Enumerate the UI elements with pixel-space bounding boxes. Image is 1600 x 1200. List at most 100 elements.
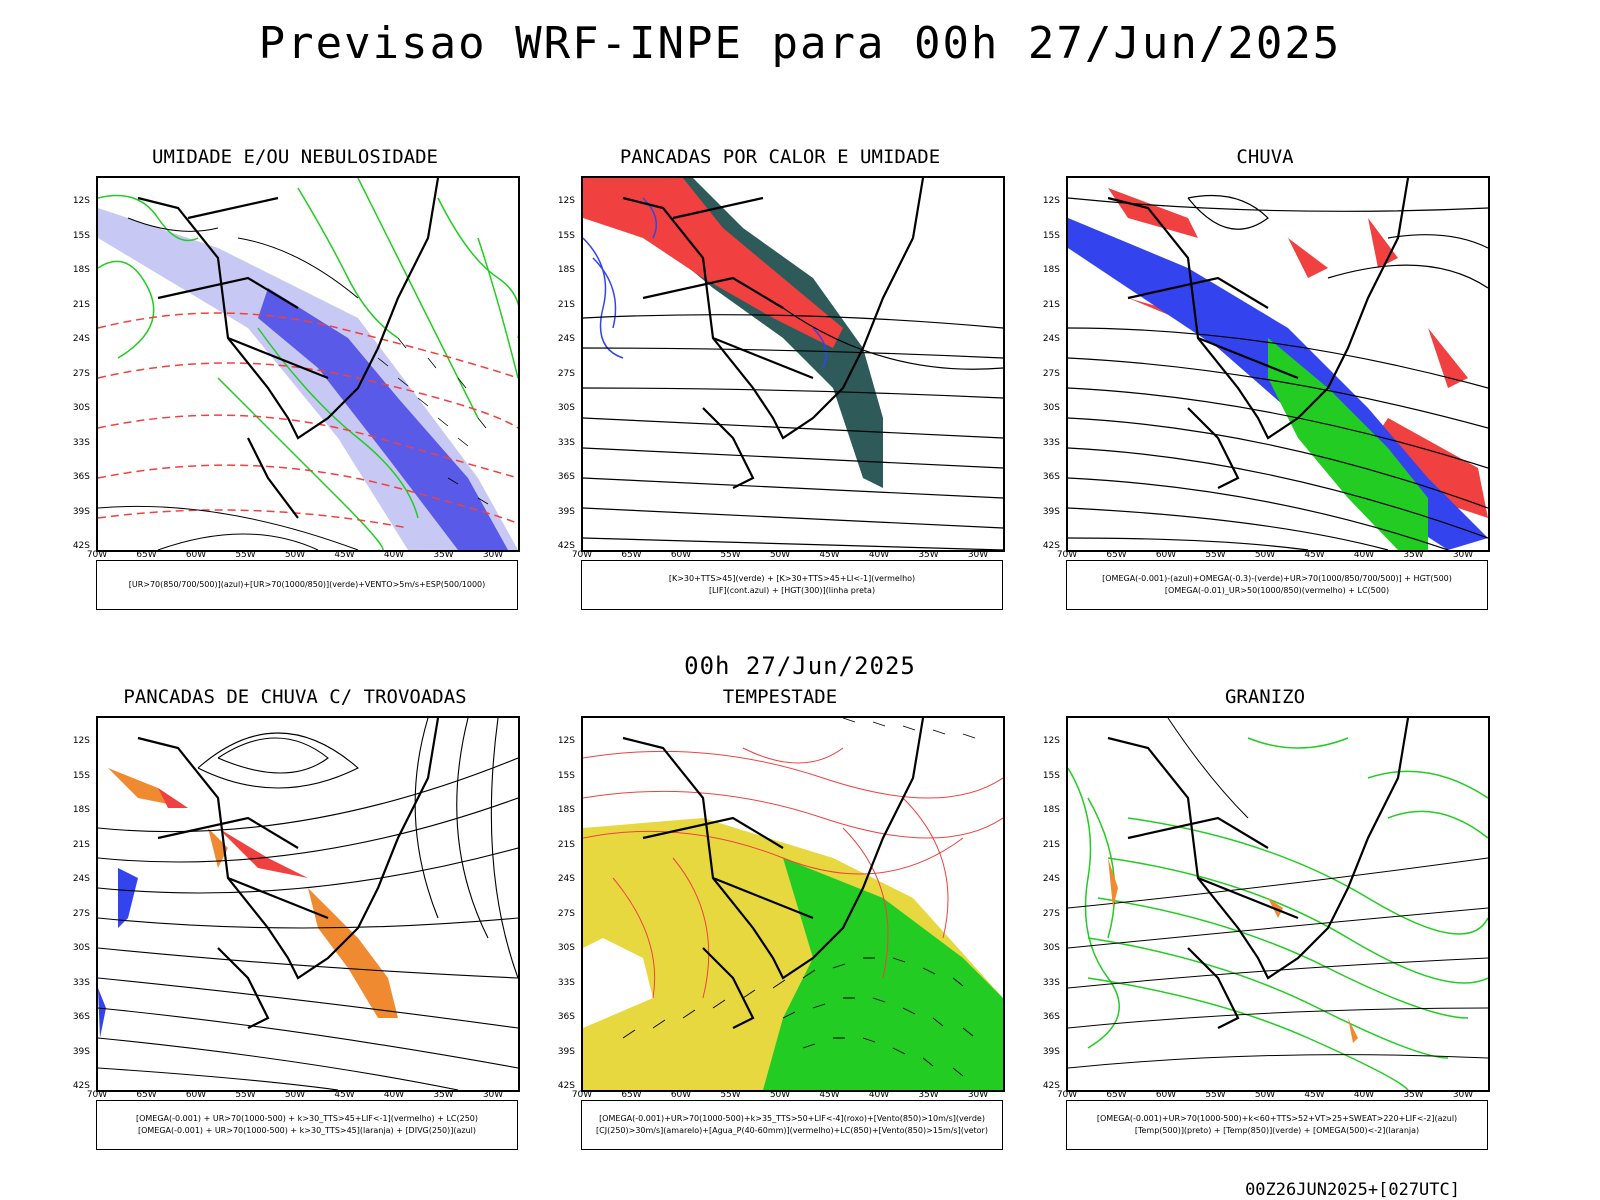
lat-tick-label: 15S xyxy=(72,230,90,241)
panel-legend: [OMEGA(-0.001)+UR>70(1000-500)+k>35_TTS>… xyxy=(581,1100,1003,1150)
lon-tick-label: 35W xyxy=(1403,550,1424,560)
lat-tick-label: 24S xyxy=(1042,334,1060,344)
lat-tick-label: 21S xyxy=(1042,299,1060,310)
map-plot xyxy=(1066,176,1490,552)
lon-tick-label: 70W xyxy=(86,1090,108,1100)
panel-legend: [K>30+TTS>45](verde) + [K>30+TTS>45+LI<-… xyxy=(581,560,1003,610)
lat-tick-label: 36S xyxy=(557,472,575,482)
lat-tick-label: 15S xyxy=(557,770,575,781)
lat-tick-label: 33S xyxy=(1042,977,1060,988)
main-title: Previsao WRF-INPE para 00h 27/Jun/2025 xyxy=(258,18,1342,69)
lon-tick-label: 35W xyxy=(918,1090,939,1100)
lat-tick-label: 33S xyxy=(557,437,575,448)
map-plot xyxy=(96,716,520,1092)
lat-tick-label: 12S xyxy=(1042,196,1060,206)
lon-tick-label: 60W xyxy=(185,1090,207,1100)
lat-tick-label: 24S xyxy=(72,334,90,344)
map-plot xyxy=(1066,716,1490,1092)
lat-tick-label: 27S xyxy=(557,368,575,379)
lon-tick-label: 45W xyxy=(334,550,355,560)
legend-line: [OMEGA(-0.001)-(azul)+OMEGA(-0.3)-(verde… xyxy=(1102,574,1452,583)
lat-tick-label: 27S xyxy=(1042,368,1060,379)
lat-tick-label: 39S xyxy=(557,1046,575,1057)
lat-tick-label: 15S xyxy=(1042,770,1060,781)
legend-line: [OMEGA(-0.01)_UR>50(1000/850)(vermelho) … xyxy=(1164,586,1390,595)
lat-tick-label: 30S xyxy=(72,943,90,953)
lat-tick-label: 42S xyxy=(72,541,90,551)
legend-line: [Temp(500)](preto) + [Temp(850)](verde) … xyxy=(1134,1126,1420,1135)
lat-tick-label: 42S xyxy=(557,541,575,551)
panel-legend: [UR>70(850/700/500)](azul)+[UR>70(1000/8… xyxy=(96,560,518,610)
lon-tick-label: 45W xyxy=(1304,550,1325,560)
lat-tick-label: 24S xyxy=(72,874,90,884)
lon-tick-label: 45W xyxy=(819,550,840,560)
lon-tick-label: 40W xyxy=(383,1090,405,1100)
legend-line: [UR>70(850/700/500)](azul)+[UR>70(1000/8… xyxy=(128,580,486,589)
panel-title: PANCADAS POR CALOR E UMIDADE xyxy=(619,146,941,168)
lat-tick-label: 12S xyxy=(557,196,575,206)
lon-tick-label: 45W xyxy=(334,1090,355,1100)
lat-tick-label: 18S xyxy=(557,805,575,815)
lon-tick-label: 65W xyxy=(1106,1090,1127,1100)
lat-tick-label: 21S xyxy=(1042,839,1060,850)
legend-line: [CJ(250)>30m/s](amarelo)+[Agua_P(40-60mm… xyxy=(596,1126,988,1135)
lon-tick-label: 55W xyxy=(720,550,741,560)
panel-legend: [OMEGA(-0.001)-(azul)+OMEGA(-0.3)-(verde… xyxy=(1066,560,1488,610)
lon-tick-label: 30W xyxy=(482,550,504,560)
lat-tick-label: 30S xyxy=(557,943,575,953)
lon-tick-label: 65W xyxy=(621,550,642,560)
lon-tick-label: 35W xyxy=(433,550,454,560)
lat-tick-label: 24S xyxy=(1042,874,1060,884)
lon-tick-label: 30W xyxy=(1452,1090,1474,1100)
lon-tick-label: 55W xyxy=(235,1090,256,1100)
lon-tick-label: 30W xyxy=(482,1090,504,1100)
panel-pancadas-trovoadas: PANCADAS DE CHUVA C/ TROVOADAS xyxy=(60,686,530,1186)
lon-tick-label: 50W xyxy=(1254,1090,1276,1100)
lat-tick-label: 24S xyxy=(557,874,575,884)
lon-tick-label: 70W xyxy=(86,550,108,560)
legend-line: [OMEGA(-0.001) + UR>70(1000-500) + k>30_… xyxy=(135,1114,479,1123)
lat-tick-label: 15S xyxy=(72,770,90,781)
lon-tick-label: 70W xyxy=(1056,1090,1078,1100)
lon-tick-label: 50W xyxy=(769,1090,791,1100)
map-svg xyxy=(583,178,1003,550)
lon-tick-label: 50W xyxy=(1254,550,1276,560)
lon-tick-label: 65W xyxy=(136,550,157,560)
lat-tick-label: 12S xyxy=(1042,736,1060,746)
lat-tick-label: 12S xyxy=(72,736,90,746)
lat-tick-label: 42S xyxy=(1042,541,1060,551)
legend-line: [OMEGA(-0.001) + UR>70(1000-500) + k>30_… xyxy=(137,1126,477,1135)
panel-legend: [OMEGA(-0.001)+UR>70(1000-500)+k<60+TTS>… xyxy=(1066,1100,1488,1150)
panel-title: UMIDADE E/OU NEBULOSIDADE xyxy=(152,146,438,168)
lon-tick-label: 55W xyxy=(1205,550,1226,560)
lat-tick-label: 15S xyxy=(1042,230,1060,241)
lon-tick-label: 40W xyxy=(868,1090,890,1100)
run-footer: 00Z26JUN2025+[027UTC] xyxy=(1245,1180,1460,1200)
lon-tick-label: 60W xyxy=(670,1090,692,1100)
lon-tick-label: 40W xyxy=(1353,550,1375,560)
lat-tick-label: 30S xyxy=(72,403,90,413)
lon-tick-label: 50W xyxy=(284,1090,306,1100)
lat-tick-label: 12S xyxy=(557,736,575,746)
panel-title: GRANIZO xyxy=(1224,686,1306,708)
lat-tick-label: 21S xyxy=(72,299,90,310)
lat-tick-label: 36S xyxy=(557,1012,575,1022)
lon-tick-label: 65W xyxy=(621,1090,642,1100)
legend-line: [K>30+TTS>45](verde) + [K>30+TTS>45+LI<-… xyxy=(668,574,916,583)
lat-tick-label: 33S xyxy=(72,977,90,988)
lat-tick-label: 21S xyxy=(557,839,575,850)
lon-tick-label: 55W xyxy=(720,1090,741,1100)
lon-tick-label: 35W xyxy=(918,550,939,560)
lat-tick-label: 33S xyxy=(1042,437,1060,448)
lat-tick-label: 18S xyxy=(72,265,90,275)
legend-line: [OMEGA(-0.001)+UR>70(1000-500)+k>35_TTS>… xyxy=(599,1114,985,1123)
lon-tick-label: 30W xyxy=(967,550,989,560)
lat-tick-label: 27S xyxy=(72,908,90,919)
map-svg xyxy=(98,178,518,550)
lon-tick-label: 45W xyxy=(1304,1090,1325,1100)
panel-chuva: CHUVA [OMEGA( xyxy=(1030,146,1500,646)
lat-tick-label: 33S xyxy=(557,977,575,988)
lat-tick-label: 21S xyxy=(72,839,90,850)
lon-tick-label: 45W xyxy=(819,1090,840,1100)
lat-tick-label: 36S xyxy=(1042,1012,1060,1022)
